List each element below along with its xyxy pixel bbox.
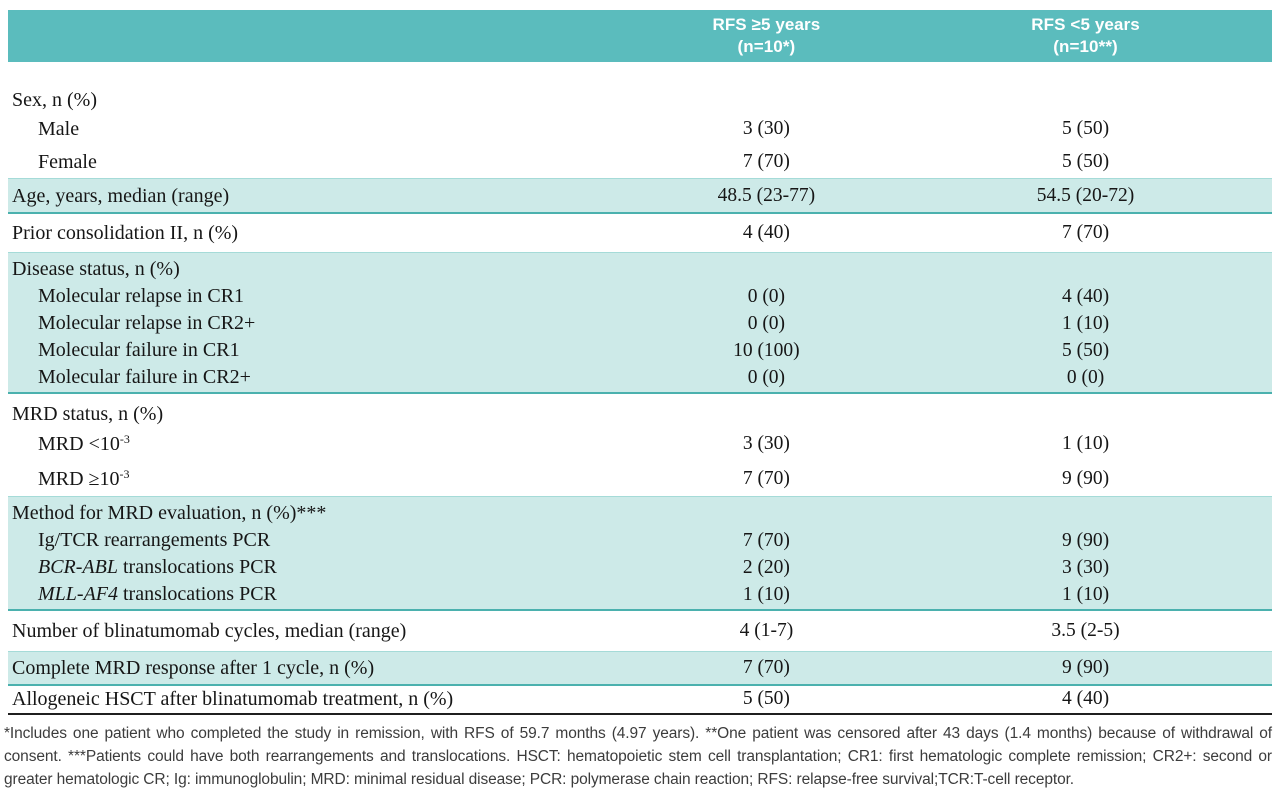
stripe-block-disease-status: Disease status, n (%) Molecular relapse … — [8, 252, 1272, 394]
gene-name-italic: MLL-AF4 — [38, 583, 118, 605]
stripe-block-mrd-method: Method for MRD evaluation, n (%)*** Ig/T… — [8, 496, 1272, 611]
value-cell: 1 (10) — [1061, 433, 1110, 454]
value-cell: 7 (70) — [1061, 222, 1110, 243]
value-cell: 48.5 (23-77) — [717, 185, 816, 206]
column-header-line1: RFS ≥5 years — [712, 15, 821, 34]
row-label: Age, years, median (range) — [12, 185, 230, 207]
column-header-line1: RFS <5 years — [1031, 15, 1140, 34]
table-row-mllaf4-pcr: MLL-AF4 translocations PCR 1 (10) 1 (10) — [8, 581, 1272, 608]
table-row-molecular-relapse-cr1: Molecular relapse in CR1 0 (0) 4 (40) — [8, 283, 1272, 310]
table-row-age: Age, years, median (range) 48.5 (23-77) … — [8, 184, 1272, 208]
row-label: MRD <10-3 — [8, 432, 596, 456]
row-label: Allogeneic HSCT after blinatumomab treat… — [12, 688, 454, 710]
table-row-igtcr-pcr: Ig/TCR rearrangements PCR 7 (70) 9 (90) — [8, 527, 1272, 554]
exponent-text: -3 — [119, 467, 130, 481]
value-cell: 2 (20) — [742, 557, 790, 578]
row-label: Molecular relapse in CR2+ — [38, 312, 256, 334]
row-label: Method for MRD evaluation, n (%)*** — [12, 502, 327, 524]
row-label-text: MRD <10 — [38, 433, 120, 455]
table-row-prior-consolidation: Prior consolidation II, n (%) 4 (40) 7 (… — [8, 214, 1272, 252]
value-cell: 5 (50) — [1061, 118, 1110, 139]
value-cell: 5 (50) — [1061, 151, 1110, 172]
row-label: Ig/TCR rearrangements PCR — [38, 529, 271, 551]
table-row-male: Male 3 (30) 5 (50) — [8, 112, 1272, 145]
table-row-complete-mrd-response: Complete MRD response after 1 cycle, n (… — [8, 656, 1272, 680]
value-cell: 7 (70) — [742, 657, 790, 678]
value-cell: 4 (40) — [1061, 688, 1110, 709]
table-row-female: Female 7 (70) 5 (50) — [8, 145, 1272, 178]
table-row-molecular-failure-cr2: Molecular failure in CR2+ 0 (0) 0 (0) — [8, 364, 1272, 391]
row-label-text: MRD ≥10 — [38, 468, 120, 490]
value-cell: 0 (0) — [747, 286, 786, 307]
value-cell: 1 (10) — [1061, 584, 1110, 605]
table-row-molecular-relapse-cr2: Molecular relapse in CR2+ 0 (0) 1 (10) — [8, 310, 1272, 337]
table-row-method-group: Method for MRD evaluation, n (%)*** — [8, 500, 1272, 527]
row-label: Female — [38, 151, 97, 173]
value-cell: 0 (0) — [747, 367, 786, 388]
column-header-rfs-ge5: RFS ≥5 years (n=10*) — [596, 14, 937, 58]
table-row-blinatumomab-cycles: Number of blinatumomab cycles, median (r… — [8, 611, 1272, 651]
value-cell: 4 (40) — [1061, 286, 1110, 307]
row-label: BCR-ABL translocations PCR — [8, 554, 596, 581]
table-row-bcrabl-pcr: BCR-ABL translocations PCR 2 (20) 3 (30) — [8, 554, 1272, 581]
column-header-line2: (n=10**) — [1053, 37, 1118, 56]
row-label: MLL-AF4 translocations PCR — [8, 581, 596, 608]
column-header-line2: (n=10*) — [737, 37, 796, 56]
patient-characteristics-table: RFS ≥5 years (n=10*) RFS <5 years (n=10*… — [8, 10, 1272, 715]
row-label: Complete MRD response after 1 cycle, n (… — [12, 657, 375, 679]
value-cell: 3 (30) — [742, 433, 790, 454]
value-cell: 5 (50) — [742, 688, 790, 709]
value-cell: 54.5 (20-72) — [1036, 185, 1135, 206]
table-row-mrd-status-group: MRD status, n (%) — [8, 394, 1272, 426]
value-cell: 0 (0) — [1066, 367, 1105, 388]
table-row-mrd-above-threshold: MRD ≥10-3 7 (70) 9 (90) — [8, 461, 1272, 496]
stripe-block-complete-response: Complete MRD response after 1 cycle, n (… — [8, 651, 1272, 686]
value-cell: 9 (90) — [1061, 657, 1110, 678]
value-cell: 3.5 (2-5) — [1051, 620, 1120, 641]
table-header-row: RFS ≥5 years (n=10*) RFS <5 years (n=10*… — [8, 10, 1272, 62]
table-row-mrd-below-threshold: MRD <10-3 3 (30) 1 (10) — [8, 426, 1272, 461]
table-row-allogeneic-hsct: Allogeneic HSCT after blinatumomab treat… — [8, 686, 1272, 713]
value-cell: 1 (10) — [1061, 313, 1110, 334]
row-label: Molecular failure in CR1 — [38, 339, 240, 361]
row-label: Disease status, n (%) — [12, 258, 180, 280]
row-label: MRD status, n (%) — [12, 403, 164, 425]
table-body: Sex, n (%) Male 3 (30) 5 (50) Female 7 (… — [8, 62, 1272, 715]
row-label: Molecular failure in CR2+ — [38, 366, 251, 388]
row-label: MRD ≥10-3 — [8, 467, 596, 491]
gene-name-italic: BCR-ABL — [38, 556, 118, 578]
value-cell: 4 (1-7) — [739, 620, 794, 641]
stripe-block-age: Age, years, median (range) 48.5 (23-77) … — [8, 178, 1272, 214]
value-cell: 1 (10) — [742, 584, 790, 605]
column-header-rfs-lt5: RFS <5 years (n=10**) — [937, 14, 1234, 58]
table-footnote: *Includes one patient who completed the … — [4, 725, 1272, 788]
value-cell: 3 (30) — [742, 118, 790, 139]
row-label: Number of blinatumomab cycles, median (r… — [12, 620, 407, 642]
row-label-text: translocations PCR — [118, 556, 277, 578]
row-label: Molecular relapse in CR1 — [38, 285, 245, 307]
value-cell: 10 (100) — [733, 340, 800, 361]
table-row-sex-group: Sex, n (%) — [8, 62, 1272, 112]
value-cell: 7 (70) — [742, 530, 790, 551]
row-label-text: translocations PCR — [118, 583, 277, 605]
value-cell: 0 (0) — [747, 313, 786, 334]
row-label: Sex, n (%) — [12, 89, 97, 111]
row-label: Prior consolidation II, n (%) — [12, 222, 239, 244]
value-cell: 4 (40) — [742, 222, 790, 243]
value-cell: 7 (70) — [742, 151, 790, 172]
value-cell: 5 (50) — [1061, 340, 1110, 361]
table-row-molecular-failure-cr1: Molecular failure in CR1 10 (100) 5 (50) — [8, 337, 1272, 364]
value-cell: 3 (30) — [1061, 557, 1110, 578]
table-row-disease-group: Disease status, n (%) — [8, 256, 1272, 283]
exponent-text: -3 — [119, 432, 130, 446]
value-cell: 9 (90) — [1061, 530, 1110, 551]
value-cell: 9 (90) — [1061, 468, 1110, 489]
value-cell: 7 (70) — [742, 468, 790, 489]
row-label: Male — [38, 118, 80, 140]
